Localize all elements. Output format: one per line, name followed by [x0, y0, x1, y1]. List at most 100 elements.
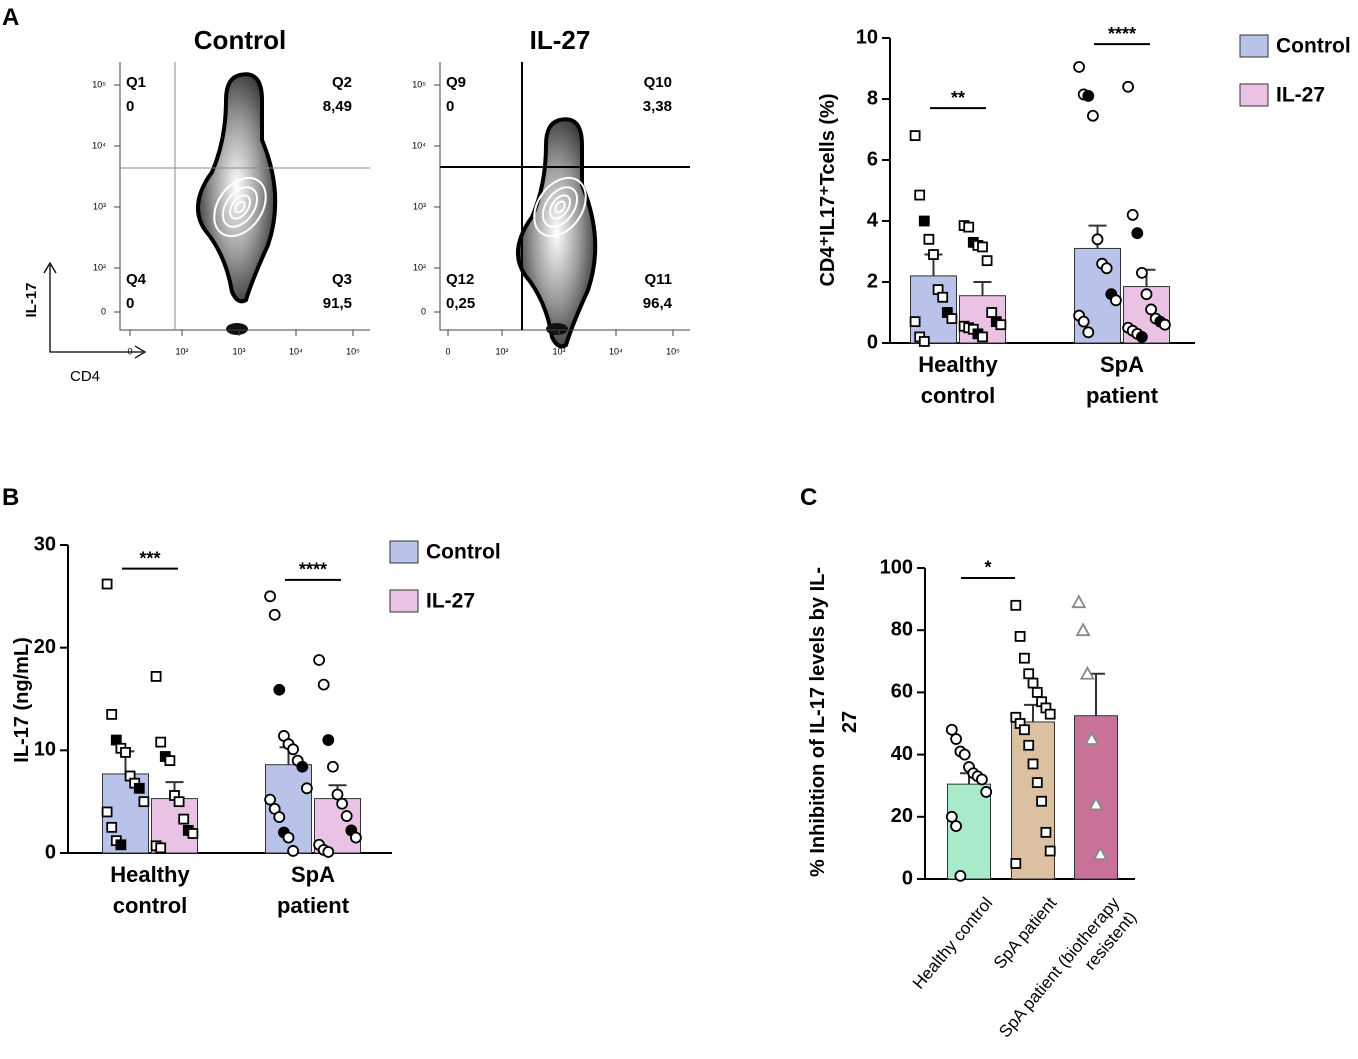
y-tick-label: 40 [891, 743, 913, 765]
point [1019, 652, 1030, 664]
point [977, 241, 988, 253]
y-tick-label: 100 [880, 556, 913, 578]
point [1084, 731, 1100, 745]
point [1122, 80, 1134, 93]
quadrant-value: 91,5 [323, 295, 352, 312]
point [1071, 594, 1087, 609]
point [155, 736, 167, 748]
point [101, 806, 113, 818]
point [1075, 622, 1091, 637]
x-tick-label: 10² [175, 346, 188, 356]
point [1145, 303, 1157, 316]
point [1126, 208, 1139, 221]
error-bar [1087, 672, 1105, 716]
point [945, 723, 958, 736]
point [326, 760, 339, 773]
legend-label: Control [426, 541, 501, 564]
legend-label: Control [1276, 35, 1351, 58]
x-tick-label: 10⁵ [346, 346, 360, 356]
point [986, 307, 998, 318]
point [313, 654, 326, 666]
point [995, 319, 1007, 331]
quadrant-name: Q10 [644, 74, 672, 91]
point [155, 842, 167, 854]
y-tick-label: 0 [101, 306, 106, 316]
point [1140, 288, 1153, 301]
legend-swatch [389, 540, 419, 564]
y-tick-label: 20 [891, 805, 913, 827]
point [1087, 109, 1099, 122]
contour-ring [221, 186, 259, 228]
point [106, 821, 118, 833]
point [317, 678, 330, 691]
legend-label: IL-27 [1276, 84, 1325, 107]
point [187, 828, 199, 839]
legend-label: IL-27 [426, 590, 475, 613]
point [268, 608, 281, 621]
y-tick-label: 20 [34, 636, 56, 658]
point [918, 336, 930, 347]
point [1044, 845, 1056, 857]
contour-outer [195, 72, 278, 304]
contour-low [546, 323, 568, 335]
point [133, 782, 145, 794]
point [928, 249, 939, 260]
legend-swatch [1239, 83, 1269, 107]
quadrant-name: Q12 [446, 271, 474, 288]
plot-title: Control [194, 25, 286, 55]
sig-label: *** [139, 548, 160, 568]
y-axis-label: CD4⁺IL17⁺Tcells (%) [817, 93, 839, 287]
point [1082, 326, 1095, 339]
legend-swatch [1239, 34, 1269, 58]
contour-ring [234, 200, 246, 214]
point [322, 734, 335, 746]
contour-ring [549, 194, 571, 220]
y-tick-label: 4 [867, 209, 879, 231]
point [264, 590, 277, 603]
point [264, 793, 277, 806]
point [273, 811, 286, 823]
contour-low [226, 323, 248, 335]
point [115, 839, 127, 851]
y-tick-label: 10 [856, 26, 878, 48]
point [977, 331, 988, 343]
y-tick-label: 0 [421, 306, 426, 316]
y-axis-label: % Inhibition of IL-17 levels by IL-27 [807, 566, 861, 878]
point [106, 709, 118, 720]
sig-label: **** [1108, 24, 1136, 44]
point [1031, 777, 1043, 788]
point [322, 846, 335, 858]
point [918, 215, 930, 227]
contour [195, 72, 278, 304]
point [1159, 318, 1171, 331]
point [1036, 795, 1047, 807]
point [923, 233, 935, 245]
point [1027, 758, 1039, 770]
point [976, 773, 988, 786]
point [937, 291, 949, 303]
contour [515, 117, 598, 349]
contour-ring [229, 194, 251, 220]
x-tick-label: 10² [495, 346, 508, 356]
y-tick-label: 0 [867, 331, 878, 353]
x-tick-label: Healthy control [918, 352, 998, 408]
point [980, 786, 993, 798]
point [1040, 826, 1052, 838]
y-tick-label: 10³ [413, 201, 426, 211]
x-tick-label: 10⁴ [609, 346, 623, 356]
quadrant-value: 0 [126, 98, 134, 115]
frame [439, 62, 690, 331]
point [282, 831, 295, 844]
point [150, 671, 162, 682]
y-tick-label: 8 [867, 87, 878, 109]
quadrant-name: Q2 [332, 74, 352, 91]
point [1023, 668, 1035, 680]
point [950, 733, 962, 745]
panel-letter: C [800, 484, 818, 511]
x-tick-label: 0 [445, 346, 450, 356]
point [287, 743, 300, 756]
point [1110, 294, 1122, 307]
y-tick-label: 0 [45, 841, 56, 863]
error-bar [1024, 703, 1042, 722]
y-tick-label: 10 [34, 739, 56, 761]
